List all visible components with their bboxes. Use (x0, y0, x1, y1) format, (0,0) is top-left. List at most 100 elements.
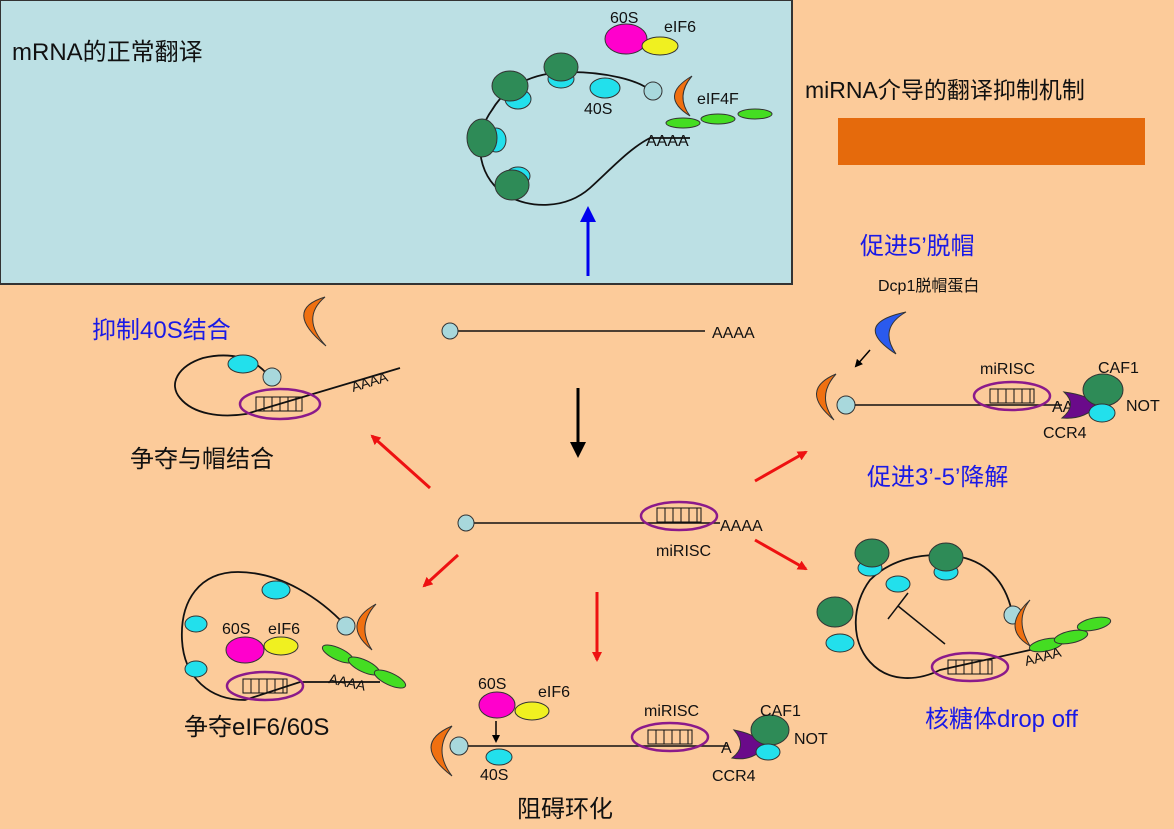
compete-eif6-60s: 60S eIF6 AAAA 争夺eIF6/60S (181, 571, 407, 741)
label-60s: 60S (610, 10, 638, 27)
lower-left-caption: 争夺eIF6/60S (184, 714, 329, 741)
lower-left-eif6: eIF6 (268, 621, 300, 638)
small-subunit (485, 748, 513, 766)
eif6-protein (263, 636, 299, 656)
small-subunit (184, 660, 208, 678)
lower-left-polya: AAAA (327, 670, 368, 694)
lower-center-40s: 40S (480, 767, 508, 784)
ribosome (466, 118, 507, 158)
mrna-cap (262, 367, 282, 387)
mirisc-complex (225, 670, 305, 702)
normal-translation-panel: mRNA的正常翻译 40S 60S eIF6 (0, 0, 793, 285)
eif6-protein (514, 701, 550, 721)
lower-center-caption: 阻碍环化 (517, 796, 613, 823)
not-protein (1088, 403, 1116, 423)
ribosome (854, 538, 890, 577)
free-60s-subunit (225, 636, 265, 664)
free-60s-subunit (478, 691, 516, 719)
mirisc-complex (972, 380, 1052, 412)
large-subunit (494, 169, 530, 201)
ribosome (543, 52, 579, 89)
dropped-40s-subunit (885, 575, 911, 593)
eif4g-chain (665, 108, 773, 129)
eif4e-protein (816, 373, 837, 421)
arrow-to-upper-right (754, 450, 808, 483)
ribosome-drop-off: AAAA 核糖体drop off (816, 538, 1112, 733)
arrow-to-upper-left (370, 434, 432, 490)
mrna-cap (643, 81, 663, 101)
mirisc-complex (630, 721, 710, 753)
upper-right-subtitle: Dcp1脱帽蛋白 (878, 277, 979, 295)
lower-center-60s: 60S (478, 676, 506, 693)
dcp1-arrow (854, 349, 871, 368)
ribosome (928, 542, 964, 581)
lower-center-not: NOT (794, 731, 828, 748)
arrow-to-lower-left (422, 553, 460, 588)
title-underline-bar (838, 118, 1145, 165)
eif4e-protein (303, 296, 327, 347)
label-40s: 40S (584, 101, 612, 118)
ribosome (494, 166, 531, 201)
inhibit-40s-binding: 抑制40S结合 AAAA 争夺与帽结合 (92, 296, 401, 473)
mrna-cap (336, 616, 356, 636)
main-title: miRNA介导的翻译抑制机制 (805, 77, 1085, 103)
upper-left-polya: AAAA (349, 368, 390, 394)
upper-left-title: 抑制40S结合 (92, 317, 231, 344)
upper-right-caf1: CAF1 (1098, 360, 1139, 377)
small-subunit (184, 615, 208, 633)
inhibition-bar (897, 605, 946, 645)
eif4e-protein (674, 75, 693, 117)
lower-right-caption: 核糖体drop off (925, 706, 1078, 733)
large-subunit (466, 118, 498, 158)
mrna-cap (457, 514, 475, 532)
panel-title: mRNA的正常翻译 (12, 39, 203, 66)
inhibition-cap (887, 592, 909, 620)
mrna-loop (854, 554, 1081, 679)
eif4e-protein (356, 603, 377, 651)
label-eif6: eIF6 (664, 19, 696, 36)
dropped-40s-subunit (825, 633, 855, 653)
lower-right-polya: AAAA (1023, 644, 1064, 669)
eif4g-chain (1028, 616, 1112, 653)
upper-right-title: 促进5’脱帽 (860, 233, 975, 260)
mirisc-complex (238, 387, 322, 421)
label-polya: AAAA (646, 133, 689, 150)
upper-left-caption: 争夺与帽结合 (130, 446, 274, 473)
free-60s-subunit (604, 23, 648, 55)
mrna-cap (449, 736, 469, 756)
mirisc-complex (639, 500, 719, 532)
lower-center-eif6: eIF6 (538, 684, 570, 701)
small-subunit (227, 354, 259, 374)
upper-right-not: NOT (1126, 398, 1160, 415)
lower-center-mirisc-label: miRISC (644, 703, 699, 720)
dcp1-protein (875, 311, 907, 355)
not-protein (755, 743, 781, 761)
caf1-protein (1082, 373, 1124, 407)
mrna-loop (479, 71, 690, 206)
center-mid-polya: AAAA (720, 518, 763, 535)
ribosome (491, 70, 532, 110)
lower-center-ccr4: CCR4 (712, 768, 756, 785)
eif4e-protein (430, 725, 453, 777)
large-subunit (491, 70, 529, 102)
block-circularization: 60S eIF6 40S miRISC A CAF1 NOT CCR4 阻碍环化 (430, 676, 828, 823)
center-top-polya: AAAA (712, 325, 755, 342)
center-mrna-top: AAAA (441, 322, 755, 342)
center-mrna-mirisc: AAAA miRISC (457, 500, 763, 560)
upper-right-caption: 促进3’-5’降解 (867, 464, 1008, 491)
lower-center-aa: A (721, 740, 732, 757)
mirisc-complex (930, 651, 1010, 683)
large-subunit (928, 542, 964, 572)
large-subunit (543, 52, 579, 82)
arrow-to-lower-right (754, 538, 808, 571)
free-40s-subunit (589, 77, 621, 99)
mrna-cap (836, 395, 856, 415)
eif4g-chain (321, 644, 407, 689)
decapping-degradation: 促进5’脱帽 Dcp1脱帽蛋白 miRISC AA CAF1 NOT CCR4 … (816, 233, 1160, 491)
lower-left-60s: 60S (222, 621, 250, 638)
dropped-60s-subunit (816, 596, 854, 628)
mrna-loop (181, 571, 380, 701)
upper-right-ccr4: CCR4 (1043, 425, 1087, 442)
center-mirisc-label: miRISC (656, 543, 711, 560)
label-eif4f: eIF4F (697, 91, 739, 108)
